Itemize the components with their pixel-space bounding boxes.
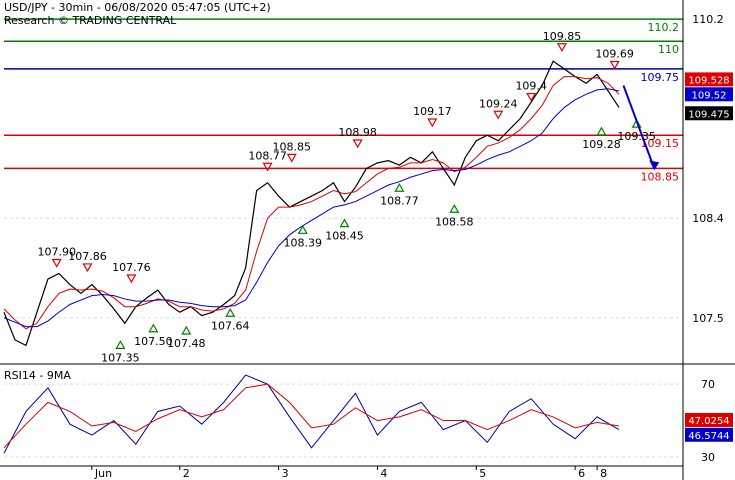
peak-label: 108.85 [273, 140, 312, 153]
trough-marker [394, 183, 405, 192]
peak-marker [352, 139, 363, 149]
trough-marker [148, 323, 159, 333]
price-tag-label: 109.52 [692, 90, 727, 101]
peak-marker [262, 162, 273, 172]
trough-label: 107.35 [101, 351, 140, 364]
trough-label: 108.39 [283, 236, 322, 249]
trough-marker [297, 225, 308, 234]
price-line [3, 60, 620, 347]
peak-label: 107.76 [112, 261, 151, 274]
time-tick-label: 2 [183, 467, 190, 480]
rsi-gridlines [4, 383, 683, 458]
time-tick-label: 6 [578, 467, 585, 480]
level-label: 109.75 [641, 71, 680, 84]
rsi-chart [3, 374, 683, 458]
peak-marker [526, 92, 537, 102]
trough-label: 107.48 [167, 337, 206, 350]
level-label: 110.2 [648, 21, 680, 34]
rsi-tick-label: 70 [701, 378, 715, 391]
rsi-series [3, 374, 620, 454]
time-tick-label: 5 [479, 467, 486, 480]
time-tick-label: 4 [380, 467, 387, 480]
rsi-tag-label: 46.5744 [688, 431, 729, 442]
trough-marker [596, 126, 607, 136]
trough-label: 107.50 [134, 335, 173, 348]
support-resistance-lines: 110.2 110 109.75 109.15 108.85 [4, 18, 683, 183]
price-tag-label: 109.528 [688, 75, 729, 86]
peak-marker [556, 43, 567, 52]
rsi-tag-label: 47.0254 [688, 416, 729, 427]
trough-label: 108.58 [435, 215, 474, 228]
trough-marker [225, 308, 236, 317]
peak-label: 108.98 [338, 126, 377, 139]
peak-label: 109.24 [479, 97, 518, 110]
trough-label: 108.77 [380, 194, 419, 207]
rsi-ma-line [3, 383, 620, 449]
forecast-line [622, 85, 656, 169]
peak-marker [51, 258, 62, 268]
forecast-arrow [622, 85, 660, 171]
trough-marker [339, 218, 350, 228]
trough-label: 107.64 [211, 319, 250, 332]
rsi-tag-box [685, 412, 733, 427]
trough-marker [181, 325, 192, 335]
pivot-markers: 107.90107.86107.76108.77108.85108.98109.… [37, 30, 655, 365]
trough-label: 109.35 [617, 130, 656, 143]
trough-marker [449, 204, 460, 213]
peak-label: 107.86 [68, 250, 107, 263]
time-tick-label: 8 [600, 467, 607, 480]
peak-label: 109.69 [595, 47, 634, 60]
price-tag-box [685, 106, 733, 121]
forecast-arrowhead [649, 160, 660, 171]
peak-marker [427, 118, 438, 128]
level-label: 108.85 [641, 170, 680, 183]
time-tick-label: 3 [282, 467, 289, 480]
peak-label: 107.90 [37, 246, 76, 259]
price-tag-label: 109.475 [688, 109, 729, 120]
rsi-line [3, 374, 620, 454]
peak-marker [609, 60, 620, 70]
fast-ma-line [3, 76, 620, 330]
time-axis: Jun 2 3 4 5 6 8 [0, 465, 683, 480]
peak-label: 109.4 [515, 80, 547, 93]
level-label: 110 [658, 43, 679, 56]
peak-marker [126, 274, 137, 284]
trough-label: 109.28 [582, 138, 621, 151]
peak-label: 108.77 [248, 149, 287, 162]
rsi-title: RSI14 - 9MA [4, 369, 71, 382]
peak-marker [286, 153, 297, 163]
level-label: 109.15 [641, 137, 680, 150]
price-tick-label: 108.4 [692, 212, 724, 225]
peak-marker [493, 110, 504, 120]
trough-label: 108.45 [325, 230, 364, 243]
price-tag-box [685, 87, 733, 102]
price-series [3, 60, 620, 347]
peak-label: 109.85 [543, 30, 582, 43]
price-tag-box [685, 72, 733, 87]
rsi-tick-label: 30 [701, 451, 715, 464]
peak-marker [82, 263, 93, 273]
rsi-axis: 30 70 47.0254 46.5744 [685, 378, 733, 464]
time-tick-label: Jun [94, 467, 112, 480]
chart-title: USD/JPY - 30min - 06/08/2020 05:47:05 (U… [4, 1, 271, 14]
trough-marker [115, 340, 126, 349]
price-tick-label: 110.2 [692, 13, 724, 26]
peak-label: 109.17 [413, 105, 452, 118]
slow-ma-line [3, 88, 620, 328]
price-tick-label: 107.5 [692, 312, 724, 325]
rsi-tag-box [685, 427, 733, 442]
price-axis: 107.5 108.4 110.2 109.528 109.52 109.475 [685, 13, 733, 325]
research-credit: Research © TRADING CENTRAL [4, 14, 177, 27]
